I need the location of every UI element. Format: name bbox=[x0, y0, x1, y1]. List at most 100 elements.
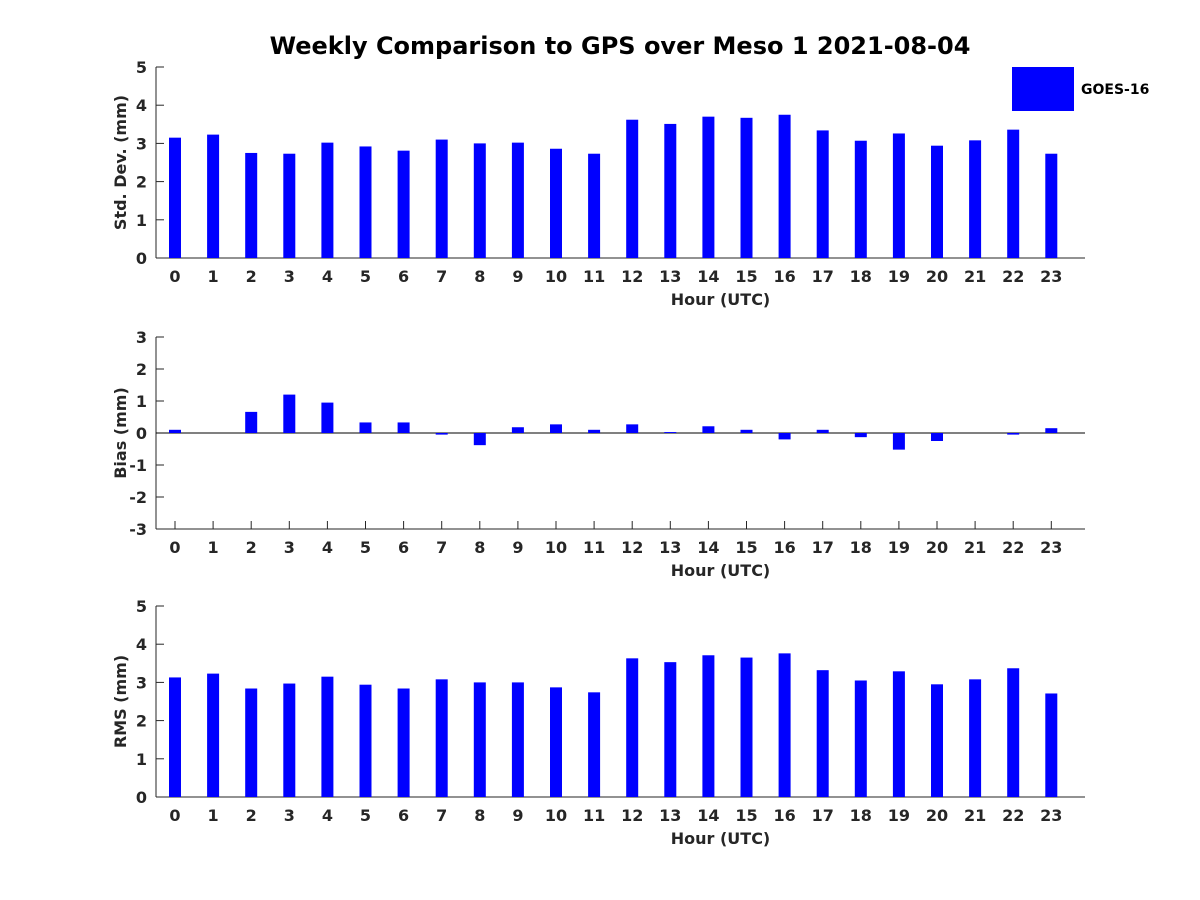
x-tick-label: 19 bbox=[888, 267, 910, 286]
x-tick-label: 12 bbox=[621, 267, 643, 286]
x-tick-label: 11 bbox=[583, 267, 605, 286]
bar-stddev-hour-10 bbox=[550, 148, 562, 258]
bar-rms-hour-3 bbox=[283, 683, 296, 797]
y-tick-label: 2 bbox=[136, 712, 147, 731]
x-tick-label: 0 bbox=[169, 267, 180, 286]
x-tick-label: 2 bbox=[246, 267, 257, 286]
bar-rms-hour-19 bbox=[892, 671, 905, 797]
x-tick-label: 9 bbox=[512, 538, 523, 557]
x-tick-label: 16 bbox=[773, 806, 795, 825]
bar-rms-hour-23 bbox=[1045, 693, 1058, 797]
bar-stddev-hour-7 bbox=[435, 139, 448, 258]
x-tick-label: 10 bbox=[545, 806, 567, 825]
bar-bias-hour-23 bbox=[1045, 428, 1058, 433]
bar-stddev-hour-17 bbox=[816, 130, 829, 258]
x-tick-label: 18 bbox=[850, 267, 872, 286]
bar-bias-hour-11 bbox=[588, 429, 601, 433]
x-tick-label: 23 bbox=[1040, 267, 1062, 286]
x-tick-label: 6 bbox=[398, 806, 409, 825]
x-tick-label: 21 bbox=[964, 267, 986, 286]
x-tick-label: 4 bbox=[322, 806, 333, 825]
x-tick-label: 19 bbox=[888, 806, 910, 825]
bar-rms-hour-8 bbox=[473, 682, 486, 797]
bar-stddev-hour-3 bbox=[283, 153, 296, 258]
bar-bias-hour-16 bbox=[778, 433, 791, 440]
bar-stddev-hour-19 bbox=[892, 133, 905, 258]
x-tick-label: 1 bbox=[208, 267, 219, 286]
x-tick-label: 17 bbox=[812, 538, 834, 557]
x-tick-label: 21 bbox=[964, 538, 986, 557]
bar-bias-hour-20 bbox=[931, 433, 943, 441]
bar-rms-hour-1 bbox=[207, 673, 220, 797]
bar-rms-hour-12 bbox=[626, 658, 639, 797]
x-tick-label: 22 bbox=[1002, 267, 1024, 286]
x-tick-label: 17 bbox=[812, 267, 834, 286]
x-tick-label: 7 bbox=[436, 538, 447, 557]
bar-bias-hour-14 bbox=[702, 426, 715, 433]
x-tick-label: 13 bbox=[659, 538, 681, 557]
y-axis-label: Bias (mm) bbox=[111, 387, 130, 479]
x-tick-label: 6 bbox=[398, 267, 409, 286]
bar-bias-hour-22 bbox=[1007, 433, 1020, 435]
y-axis-label: Std. Dev. (mm) bbox=[111, 95, 130, 230]
x-axis-label: Hour (UTC) bbox=[671, 290, 771, 309]
bar-stddev-hour-6 bbox=[397, 150, 410, 258]
y-tick-label: 3 bbox=[136, 673, 147, 692]
bar-bias-hour-19 bbox=[892, 433, 905, 450]
bar-rms-hour-22 bbox=[1007, 668, 1020, 797]
bar-bias-hour-15 bbox=[740, 429, 753, 433]
y-tick-label: 4 bbox=[136, 635, 147, 654]
x-tick-label: 22 bbox=[1002, 538, 1024, 557]
bar-bias-hour-8 bbox=[473, 433, 486, 446]
bar-bias-hour-0 bbox=[169, 429, 181, 433]
bar-rms-hour-17 bbox=[816, 670, 829, 797]
y-tick-label: -1 bbox=[129, 456, 147, 475]
chart-title: Weekly Comparison to GPS over Meso 1 202… bbox=[270, 32, 971, 60]
y-tick-label: 5 bbox=[136, 58, 147, 77]
bar-rms-hour-16 bbox=[778, 653, 791, 797]
bar-stddev-hour-4 bbox=[321, 142, 334, 258]
x-tick-label: 19 bbox=[888, 538, 910, 557]
bar-stddev-hour-1 bbox=[207, 134, 220, 258]
y-tick-label: 5 bbox=[136, 597, 147, 616]
bar-stddev-hour-14 bbox=[702, 116, 715, 258]
x-tick-label: 14 bbox=[697, 806, 719, 825]
bar-rms-hour-13 bbox=[664, 662, 677, 797]
bar-stddev-hour-20 bbox=[931, 145, 943, 258]
x-tick-label: 0 bbox=[169, 806, 180, 825]
x-tick-label: 23 bbox=[1040, 538, 1062, 557]
bar-stddev-hour-12 bbox=[626, 119, 639, 258]
x-tick-label: 20 bbox=[926, 267, 948, 286]
bar-stddev-hour-18 bbox=[854, 140, 867, 258]
x-tick-label: 5 bbox=[360, 267, 371, 286]
x-tick-label: 5 bbox=[360, 806, 371, 825]
bar-stddev-hour-13 bbox=[664, 123, 677, 258]
x-tick-label: 13 bbox=[659, 267, 681, 286]
x-tick-label: 18 bbox=[850, 806, 872, 825]
bar-rms-hour-11 bbox=[588, 692, 601, 797]
y-tick-label: 1 bbox=[136, 392, 147, 411]
bar-rms-hour-10 bbox=[550, 687, 562, 797]
y-tick-label: 3 bbox=[136, 134, 147, 153]
bar-rms-hour-18 bbox=[854, 680, 867, 797]
legend: GOES-16 bbox=[1012, 67, 1149, 111]
x-tick-label: 15 bbox=[735, 267, 757, 286]
x-tick-label: 15 bbox=[735, 806, 757, 825]
bar-rms-hour-4 bbox=[321, 676, 334, 797]
x-tick-label: 11 bbox=[583, 538, 605, 557]
x-tick-label: 3 bbox=[284, 538, 295, 557]
bar-stddev-hour-16 bbox=[778, 114, 791, 258]
x-tick-label: 1 bbox=[208, 806, 219, 825]
x-tick-label: 3 bbox=[284, 267, 295, 286]
x-tick-label: 1 bbox=[208, 538, 219, 557]
x-tick-label: 8 bbox=[474, 538, 485, 557]
x-tick-label: 13 bbox=[659, 806, 681, 825]
bar-stddev-hour-21 bbox=[969, 140, 982, 258]
x-tick-label: 14 bbox=[697, 538, 719, 557]
bar-stddev-hour-0 bbox=[169, 137, 181, 258]
x-tick-label: 16 bbox=[773, 538, 795, 557]
bar-stddev-hour-8 bbox=[473, 143, 486, 258]
x-tick-label: 12 bbox=[621, 538, 643, 557]
